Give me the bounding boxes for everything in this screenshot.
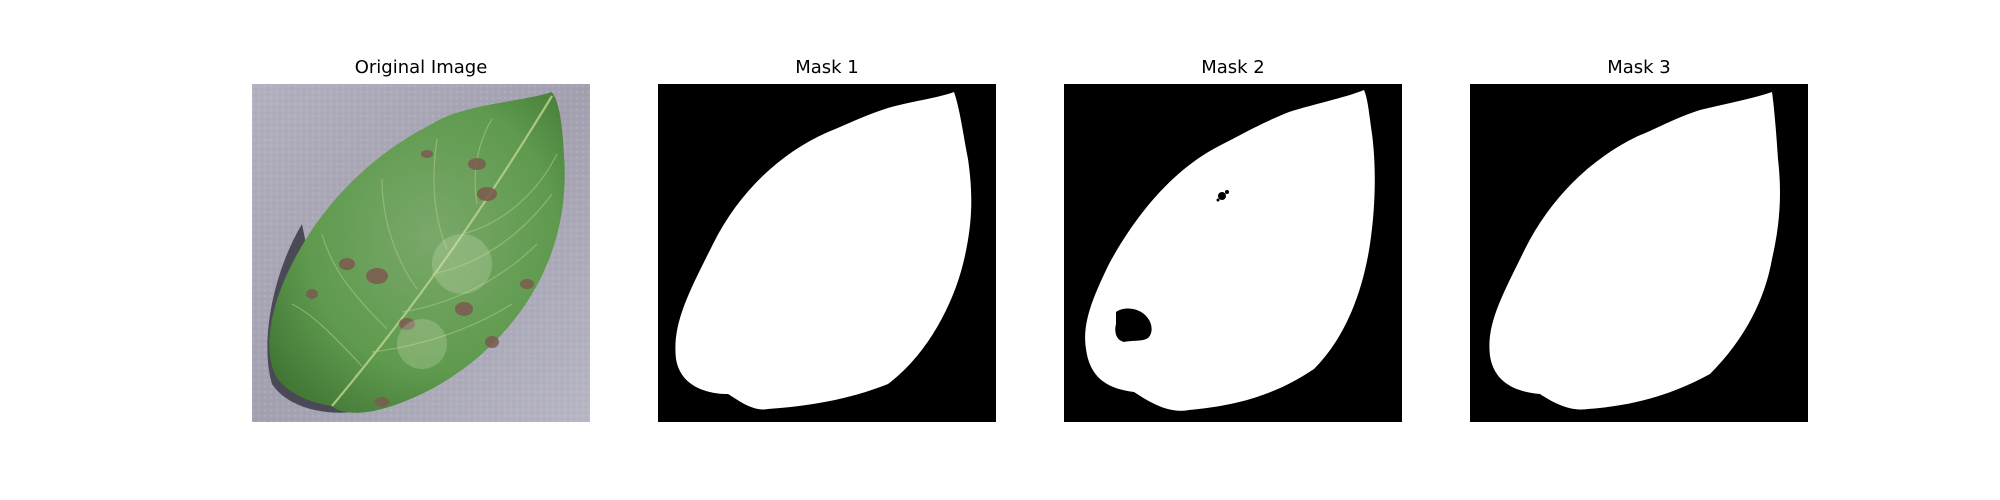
panel-mask-1: Mask 1 <box>658 0 996 500</box>
original-leaf-photo <box>252 84 590 422</box>
mask-2-leaf-region <box>1085 90 1375 411</box>
panel-title: Mask 2 <box>1201 57 1265 78</box>
panel-title: Mask 3 <box>1607 57 1671 78</box>
mask-2-small-hole <box>1218 192 1226 200</box>
mask-3-leaf-region <box>1489 92 1780 410</box>
panel-original-image: Original Image <box>252 0 590 500</box>
panel-title: Mask 1 <box>795 57 859 78</box>
mask-2-lesion-hole <box>1115 308 1152 342</box>
mask-1-leaf-region <box>675 92 972 410</box>
panel-title: Original Image <box>354 57 488 78</box>
mask-3-image <box>1470 84 1808 422</box>
panel-mask-2: Mask 2 <box>1064 0 1402 500</box>
panel-mask-3: Mask 3 <box>1470 0 1808 500</box>
mask-1-image <box>658 84 996 422</box>
mask-2-image <box>1064 84 1402 422</box>
